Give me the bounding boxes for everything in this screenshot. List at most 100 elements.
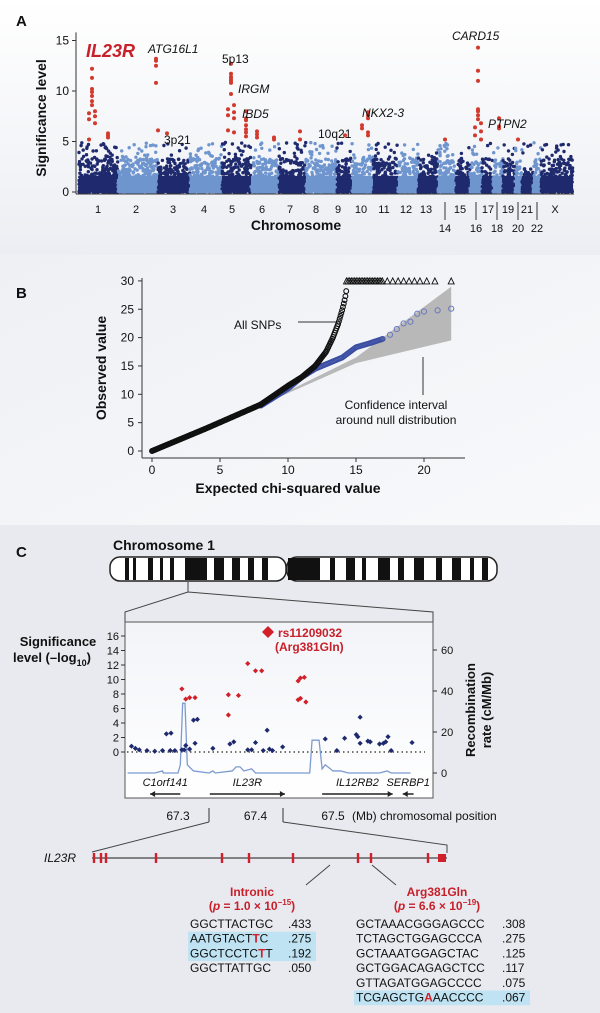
snp-point: [447, 167, 451, 171]
snp-point: [361, 167, 366, 171]
snp-point: [180, 172, 184, 177]
snp-point: [432, 156, 437, 160]
snp-point: [536, 166, 540, 171]
snp-point: [304, 140, 308, 145]
snp-point: [165, 164, 169, 168]
capped-triangle-marker: [378, 276, 387, 285]
snp-point: [304, 159, 308, 164]
snp-point: [558, 154, 563, 159]
qq-point-blue: [379, 336, 386, 342]
snp-point: [270, 171, 274, 175]
snp-point: [438, 154, 442, 158]
qq-point-all-snps: [337, 312, 344, 319]
snp-point: [549, 170, 553, 174]
snp-point: [562, 158, 566, 162]
snp-point: [474, 160, 478, 164]
snp-point: [326, 157, 330, 162]
significant-snp-point: [497, 116, 501, 121]
snp-point: [506, 149, 511, 153]
snp-point: [376, 166, 381, 171]
snp-point: [458, 164, 463, 168]
snp-point: [400, 151, 404, 155]
snp-point: [91, 149, 95, 153]
snp-point: [94, 149, 99, 153]
snp-point: [292, 151, 297, 155]
snp-point: [317, 159, 321, 163]
y-axis-label: Observed value: [93, 316, 109, 420]
chromosome-band-11: [373, 175, 398, 192]
snp-point: [115, 155, 119, 160]
snp-point: [402, 143, 407, 147]
snp-point: [269, 159, 274, 164]
snp-point: [267, 172, 271, 176]
qq-point-blue: [393, 325, 400, 333]
snp-point: [239, 153, 244, 157]
chromosome-tick-label: 9: [335, 204, 341, 216]
snp-point: [309, 140, 313, 145]
label-3p21: 3p21: [164, 133, 191, 147]
snp-point: [364, 159, 368, 163]
snp-point: [392, 150, 396, 155]
snp-point: [106, 161, 110, 165]
significant-snp-point: [366, 130, 370, 135]
significant-snp-point: [226, 113, 230, 118]
qq-point-all-snps: [336, 315, 343, 322]
snp-point: [79, 162, 83, 167]
snp-point: [245, 170, 249, 174]
snp-point: [510, 152, 515, 157]
significant-snp-point: [229, 80, 233, 85]
snp-point: [211, 166, 216, 170]
snp-point: [141, 169, 145, 173]
snp-point: [214, 170, 218, 174]
snp-point: [301, 167, 305, 171]
snp-point: [488, 141, 493, 146]
snp-point: [352, 170, 356, 174]
significant-snp-point: [232, 116, 236, 121]
snp-point: [367, 154, 372, 158]
snp-point: [126, 167, 131, 171]
snp-point: [484, 157, 488, 161]
snp-point: [214, 164, 218, 168]
snp-point: [128, 158, 133, 163]
chromosome-band-19: [503, 175, 515, 192]
snp-point: [393, 156, 397, 160]
snp-point: [154, 144, 158, 148]
snp-point: [343, 168, 348, 173]
chromosome-band-14: [438, 175, 456, 192]
snp-point: [434, 151, 439, 155]
snp-point: [363, 163, 368, 167]
snp-point: [165, 173, 170, 177]
snp-point: [442, 166, 446, 170]
significant-snp-point: [473, 133, 477, 138]
snp-point: [196, 148, 200, 153]
snp-point: [312, 166, 316, 170]
snp-point: [556, 157, 560, 162]
snp-point: [509, 163, 513, 167]
snp-point: [310, 160, 314, 164]
snp-point: [110, 153, 114, 157]
snp-point: [388, 166, 393, 171]
snp-point: [194, 157, 198, 162]
significant-snp-point: [229, 71, 233, 76]
snp-point: [402, 171, 406, 175]
snp-point: [362, 171, 366, 175]
chromosome-band-9: [337, 175, 352, 192]
snp-point: [411, 147, 415, 152]
snp-point: [202, 161, 206, 165]
label-10q21: 10q21: [318, 127, 352, 141]
snp-point: [509, 168, 514, 173]
snp-point: [221, 171, 225, 175]
snp-point: [194, 170, 199, 174]
snp-point: [543, 143, 547, 147]
snp-point: [379, 162, 384, 166]
snp-point: [369, 146, 374, 150]
snp-point: [104, 166, 109, 170]
snp-point: [408, 156, 412, 160]
snp-point: [184, 146, 188, 150]
significant-snp-point: [366, 133, 370, 138]
significant-snp-point: [479, 137, 483, 142]
snp-point: [493, 160, 497, 164]
significant-snp-point: [90, 87, 94, 91]
snp-point: [344, 161, 348, 166]
